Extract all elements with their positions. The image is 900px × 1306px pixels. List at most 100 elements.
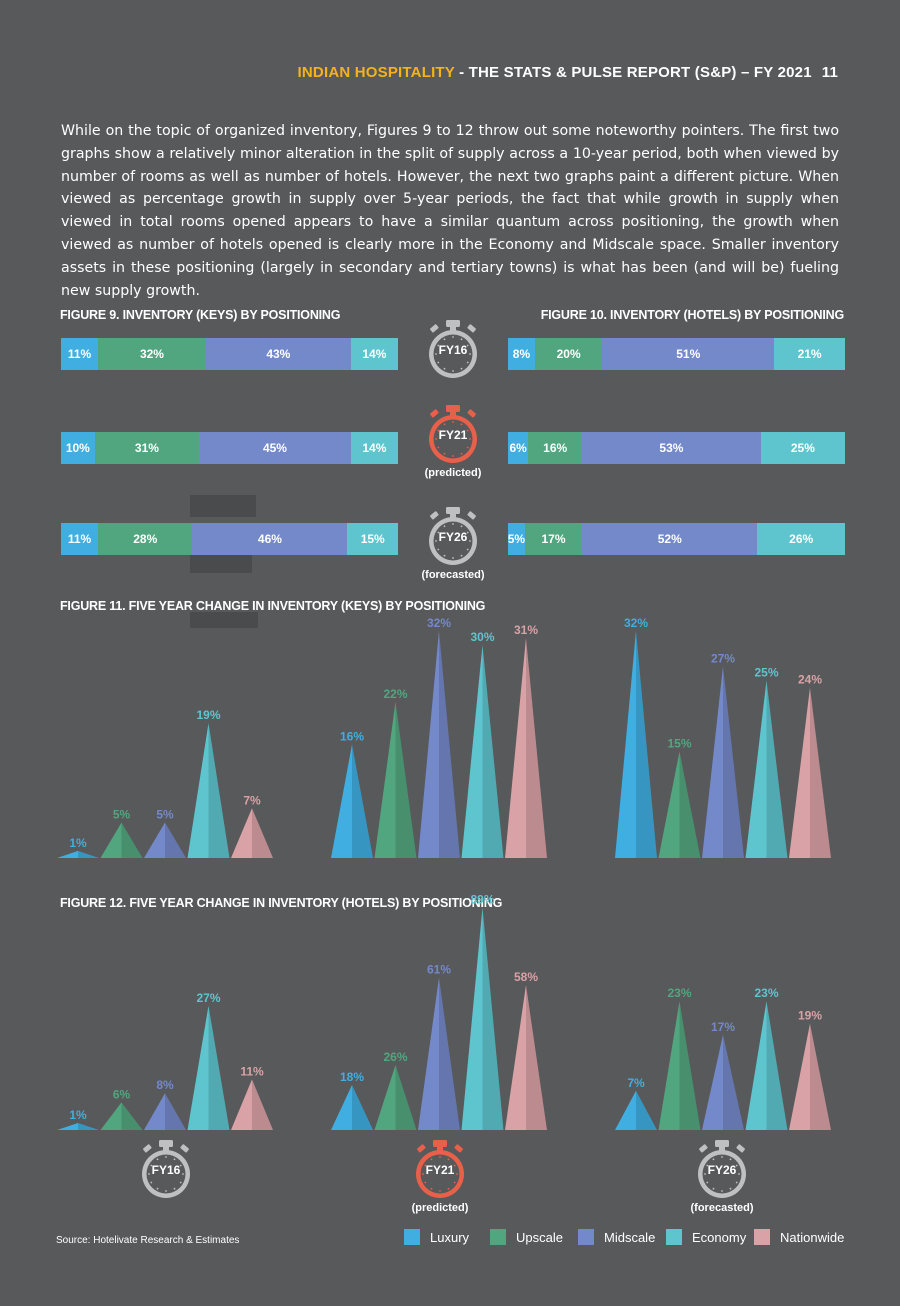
fig11-cone-shade-economy-fy21 (482, 645, 504, 858)
fig11-value-label: 15% (667, 737, 691, 751)
fig11-value-label: 1% (69, 836, 87, 850)
fig9-segment-upscale: 31% (94, 432, 200, 464)
fig11-value-label: 5% (156, 808, 174, 822)
fig10-segment-midscale: 51% (602, 338, 775, 370)
source-note: Source: Hotelivate Research & Estimates (56, 1235, 240, 1246)
fig12-cone-shade-luxury-fy16 (78, 1123, 99, 1130)
stopwatch-icon (429, 405, 477, 463)
figure-12-title: FIGURE 12. FIVE YEAR CHANGE IN INVENTORY… (60, 896, 503, 910)
fig11-cone-nationwide-fy26 (789, 687, 810, 858)
fig11-cone-shade-luxury-fy16 (78, 850, 99, 858)
legend-item-upscale: Upscale (490, 1229, 578, 1245)
fig12-cone-nationwide-fy16 (231, 1079, 252, 1130)
stopwatch-label: FY16 (438, 343, 468, 357)
fig10-segment-upscale: 16% (528, 432, 583, 464)
fig12-value-label: 8% (156, 1078, 174, 1092)
fig11-cone-luxury-fy26 (615, 630, 636, 858)
fig11-cone-shade-midscale-fy21 (439, 630, 460, 858)
stopwatch-label: FY21 (438, 428, 468, 442)
fig10-bar-fy26: 5% 17% 52% 26% (508, 523, 845, 555)
report-header-accent: INDIAN HOSPITALITY (297, 64, 455, 81)
figure-11-title: FIGURE 11. FIVE YEAR CHANGE IN INVENTORY… (60, 599, 486, 613)
stopwatch-label: FY21 (425, 1163, 455, 1177)
fig12-cone-midscale-fy16 (144, 1093, 165, 1130)
fig11-cone-nationwide-fy16 (231, 808, 252, 858)
fig12-cone-luxury-fy26 (615, 1090, 636, 1130)
fig12-cone-luxury-fy21 (331, 1085, 352, 1130)
stopwatch-fy21: FY21 (predicted) (423, 405, 483, 479)
fig9-segment-midscale: 45% (199, 432, 351, 464)
fig12-cone-luxury-fy16 (57, 1123, 78, 1130)
fig12-cone-shade-upscale-fy16 (121, 1102, 143, 1130)
fig11-cone-upscale-fy21 (374, 701, 396, 858)
fig10-segment-midscale: 53% (582, 432, 761, 464)
fig12-value-label: 1% (69, 1108, 87, 1122)
fig11-value-label: 5% (113, 808, 131, 822)
fig12-value-label: 7% (627, 1076, 645, 1090)
legend-label: Luxury (430, 1229, 470, 1245)
fig9-segment-economy: 14% (350, 432, 398, 464)
fig12-cone-shade-nationwide-fy16 (252, 1079, 273, 1130)
fig12-cone-shade-luxury-fy26 (636, 1090, 657, 1130)
fig9-segment-midscale: 43% (205, 338, 351, 370)
fig11-cone-shade-midscale-fy16 (165, 822, 186, 858)
stopwatch-fy16: FY16 (136, 1140, 196, 1200)
legend-label: Upscale (516, 1229, 563, 1245)
fig12-cone-shade-economy-fy16 (208, 1005, 230, 1130)
stopwatch-icon (429, 320, 477, 378)
fig12-value-label: 61% (427, 963, 451, 977)
fig11-cone-upscale-fy16 (100, 822, 122, 858)
stopwatch-label: FY26 (707, 1163, 737, 1177)
fig12-cone-economy-fy16 (187, 1005, 209, 1130)
fig9-segment-luxury: 11% (61, 338, 99, 370)
figure-9-title: FIGURE 9. INVENTORY (KEYS) BY POSITIONIN… (60, 308, 341, 322)
decorative-block (190, 612, 258, 628)
fig11-cone-upscale-fy26 (658, 751, 680, 858)
fig12-value-label: 11% (240, 1064, 264, 1078)
fig11-cone-shade-economy-fy26 (766, 680, 788, 858)
fig10-segment-luxury: 8% (508, 338, 535, 370)
fig10-segment-economy: 26% (757, 523, 845, 555)
fig12-cone-shade-upscale-fy21 (395, 1065, 417, 1130)
fig12-cone-upscale-fy21 (374, 1065, 396, 1130)
fig11-cone-economy-fy16 (187, 723, 209, 858)
report-header: INDIAN HOSPITALITY - THE STATS & PULSE R… (298, 64, 838, 81)
fig12-cone-shade-economy-fy26 (766, 1001, 788, 1130)
stopwatch-icon (416, 1140, 464, 1198)
fig12-value-label: 89% (470, 893, 494, 907)
fig12-value-label: 19% (798, 1009, 822, 1023)
stopwatch-fy26: FY26 (forecasted) (691, 1140, 753, 1214)
figure-10-title: FIGURE 10. INVENTORY (HOTELS) BY POSITIO… (540, 308, 844, 322)
fig9-segment-midscale: 46% (192, 523, 348, 555)
stopwatch-fy26: FY26 (forecasted) (422, 507, 484, 581)
legend-label: Economy (692, 1229, 747, 1245)
fig12-value-label: 23% (754, 986, 778, 1000)
stopwatch-label: FY26 (438, 530, 468, 544)
fig9-segment-luxury: 11% (61, 523, 99, 555)
fig11-cone-luxury-fy21 (331, 744, 352, 858)
fig11-cone-shade-nationwide-fy16 (252, 808, 273, 858)
fig11-value-label: 27% (711, 651, 735, 665)
legend-item-midscale: Midscale (578, 1229, 666, 1245)
fig12-value-label: 26% (383, 1050, 407, 1064)
fig11-value-label: 32% (427, 616, 451, 630)
fig12-value-label: 18% (340, 1070, 364, 1084)
fig11-value-label: 16% (340, 729, 364, 743)
stopwatch-icon (429, 507, 477, 565)
fig11-cone-shade-upscale-fy21 (395, 701, 417, 858)
fig11-cone-shade-luxury-fy26 (636, 630, 657, 858)
fig12-cone-shade-nationwide-fy26 (810, 1023, 831, 1130)
fig12-cone-shade-luxury-fy21 (352, 1085, 373, 1130)
stopwatch-label: FY16 (151, 1163, 181, 1177)
fig12-cone-nationwide-fy21 (505, 985, 526, 1130)
fig12-cone-shade-upscale-fy26 (679, 1001, 701, 1130)
decorative-block (190, 555, 252, 573)
stopwatch-fy21: FY21 (predicted) (410, 1140, 470, 1214)
fig11-cone-shade-economy-fy16 (208, 723, 230, 858)
fig12-cone-economy-fy26 (745, 1001, 767, 1130)
fig10-segment-upscale: 20% (534, 338, 603, 370)
stopwatch-fy16: FY16 (423, 320, 483, 380)
fig9-segment-upscale: 28% (98, 523, 193, 555)
legend-item-economy: Economy (666, 1229, 754, 1245)
